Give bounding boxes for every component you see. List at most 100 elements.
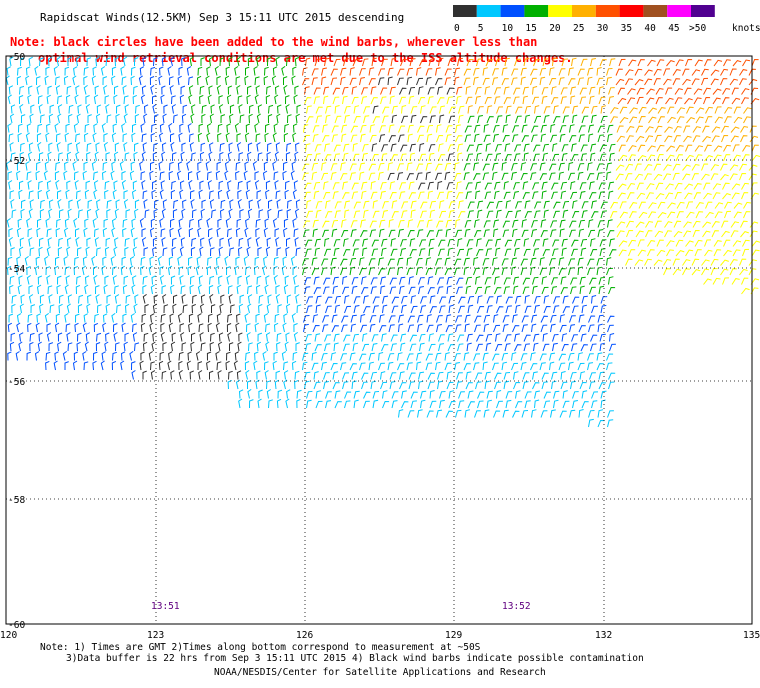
wind-barb (218, 246, 223, 257)
wind-barb (294, 370, 300, 380)
wind-barb (153, 294, 158, 304)
wind-barb (580, 144, 588, 152)
wind-barb (551, 86, 557, 95)
wind-barb (191, 237, 197, 247)
wind-barb (532, 382, 540, 390)
wind-barb (701, 259, 710, 266)
wind-barb (552, 239, 560, 247)
wind-barb (578, 409, 584, 418)
wind-barb (722, 182, 730, 190)
wind-barb (549, 163, 557, 171)
wind-barb (363, 106, 370, 114)
wind-barb (694, 249, 702, 257)
wind-barb (541, 95, 548, 105)
wind-barb (199, 85, 205, 95)
wind-barb (197, 361, 203, 371)
wind-barb (282, 170, 287, 181)
wind-barb (139, 66, 145, 76)
lat-lon-grid (6, 56, 752, 624)
wind-barb (113, 151, 119, 162)
wind-barb (540, 230, 548, 238)
legend-swatch (667, 5, 691, 17)
wind-barb (351, 191, 358, 200)
wind-barb (103, 284, 108, 295)
wind-barb (123, 113, 128, 124)
wind-barb (445, 125, 453, 133)
wind-barb (399, 191, 406, 200)
wind-barb (511, 257, 517, 266)
wind-barb (84, 123, 90, 133)
wind-barb (48, 208, 53, 219)
wind-barb (512, 314, 518, 323)
wind-barb (558, 257, 565, 266)
wind-barb (380, 182, 387, 190)
wind-barb (188, 322, 193, 333)
wind-barb (237, 341, 242, 352)
wind-barb (391, 296, 399, 304)
wind-barb (134, 208, 139, 219)
wind-barb (86, 151, 91, 162)
wind-barb (64, 284, 69, 295)
wind-barb (417, 220, 424, 228)
wind-barb (663, 173, 672, 181)
wind-barb (305, 248, 312, 257)
wind-barb (381, 333, 387, 342)
wind-barb (597, 134, 605, 143)
wind-barb (723, 154, 731, 162)
wind-barb (171, 246, 176, 257)
wind-barb (598, 86, 604, 95)
wind-barb (111, 132, 117, 143)
wind-barb (465, 276, 472, 285)
wind-barb (114, 237, 119, 247)
wind-barb (712, 97, 721, 105)
wind-barb (131, 66, 136, 76)
wind-barb (466, 144, 474, 152)
wind-barb (560, 276, 567, 285)
wind-barb (67, 342, 73, 352)
wind-barb (711, 230, 719, 238)
wind-barb (369, 315, 377, 323)
wind-barb (473, 162, 479, 171)
wind-barb (359, 353, 367, 361)
wind-barb (313, 182, 321, 190)
wind-barb (437, 191, 444, 200)
wind-barb (550, 323, 556, 333)
wind-barb (663, 68, 671, 76)
latitude-label: -54 (8, 264, 25, 275)
wind-barb (534, 115, 542, 124)
wind-barb (352, 342, 359, 352)
wind-barb (598, 371, 605, 380)
wind-barb (439, 391, 446, 399)
wind-barb (313, 190, 320, 200)
wind-barb (235, 256, 240, 266)
wind-barb (19, 103, 24, 114)
wind-barb (351, 380, 357, 390)
wind-barb (589, 286, 596, 295)
wind-barb (150, 370, 156, 380)
wind-barb (391, 400, 398, 409)
wind-barb (254, 322, 259, 333)
wind-barb (131, 361, 136, 371)
wind-barb (455, 219, 461, 228)
wind-barb (173, 199, 179, 209)
wind-barb (484, 277, 492, 285)
wind-barb (523, 152, 529, 162)
wind-barb (152, 237, 158, 247)
wind-barb (495, 247, 501, 257)
wind-barb (150, 84, 155, 95)
wind-barb (388, 124, 395, 133)
wind-barb (180, 151, 185, 162)
wind-barb (230, 304, 235, 314)
wind-barb (520, 162, 527, 171)
wind-barb (48, 199, 54, 209)
wind-barb (93, 322, 99, 333)
wind-barb (351, 285, 358, 295)
wind-barb (237, 246, 243, 257)
wind-barb (743, 107, 752, 114)
footer-note-2: 3)Data buffer is 22 hrs from Sep 3 15:11… (66, 653, 644, 664)
wind-barb (370, 191, 378, 200)
wind-barb (387, 67, 394, 76)
wind-barb (264, 370, 269, 380)
wind-barb (473, 353, 481, 361)
wind-barb (495, 333, 501, 342)
